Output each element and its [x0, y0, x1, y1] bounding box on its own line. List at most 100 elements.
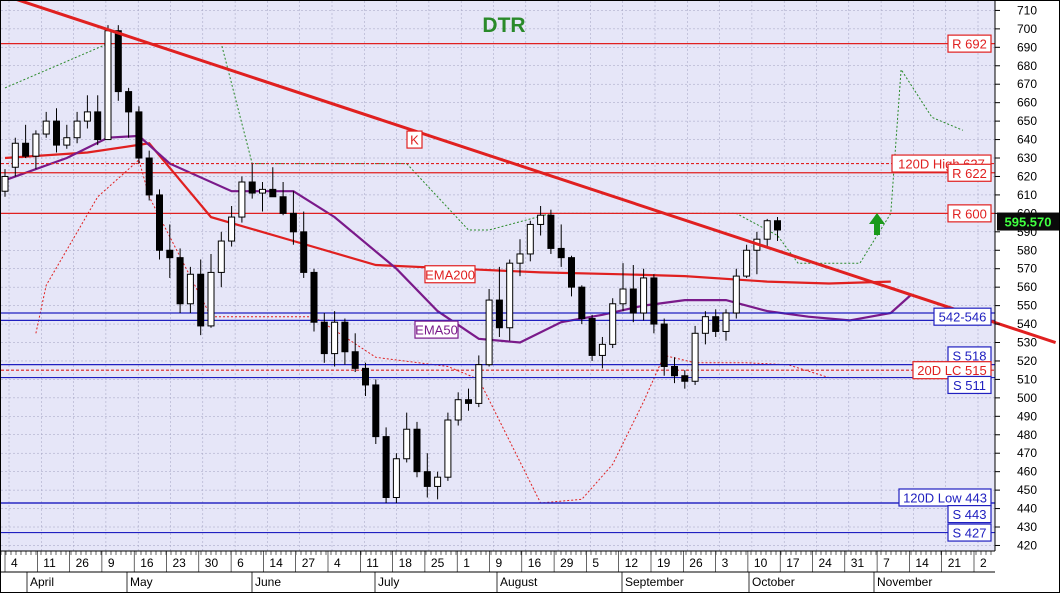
x-day-label: 4 [11, 556, 18, 570]
candle-body [73, 120, 81, 139]
x-day-label: 25 [431, 556, 445, 570]
x-day-label: 31 [851, 556, 865, 570]
x-day-label: 11 [366, 556, 379, 570]
channel-lines [4, 43, 964, 504]
y-tick-label: 640 [1017, 133, 1037, 147]
candle-body [495, 299, 503, 329]
x-day-label: 2 [980, 556, 987, 570]
y-tick-label: 660 [1017, 96, 1037, 110]
candle-body [475, 364, 483, 404]
candle-body [392, 458, 400, 498]
x-day-label: 1 [463, 556, 470, 570]
y-tick-label: 550 [1017, 299, 1037, 313]
x-month-label: July [378, 575, 399, 589]
plot-area [1, 1, 995, 551]
candle-body [135, 111, 143, 159]
x-day-label: 12 [625, 556, 639, 570]
x-day-label: 9 [108, 556, 115, 570]
candle-body [217, 240, 225, 273]
candle-body [156, 194, 163, 251]
y-tick-label: 520 [1017, 354, 1037, 368]
y-tick-label: 650 [1017, 114, 1037, 128]
y-tick-label: 460 [1017, 465, 1037, 479]
y-tick-label: 610 [1017, 188, 1037, 202]
y-tick-label: 450 [1017, 483, 1037, 497]
level-label: R 622 [952, 166, 987, 181]
candle-body [660, 323, 668, 368]
candle-body [279, 196, 287, 214]
candle-body [434, 476, 442, 487]
candle-body [598, 343, 606, 356]
x-month-label: June [255, 575, 281, 589]
candle-body [444, 419, 452, 478]
y-tick-label: 670 [1017, 77, 1037, 91]
candle-body [176, 257, 184, 305]
candle-body [320, 321, 328, 355]
candle-body [228, 216, 236, 242]
candle-body [516, 253, 524, 264]
level-label-box [947, 505, 992, 524]
candle-body [269, 188, 277, 198]
level-label-box [947, 34, 992, 53]
candle-body [506, 262, 514, 329]
y-tick-label: 510 [1017, 372, 1037, 386]
candle-body [691, 332, 699, 382]
y-tick-label: 530 [1017, 336, 1037, 350]
candle-body [681, 375, 689, 382]
x-month-label: September [625, 575, 684, 589]
x-day-label: 26 [76, 556, 90, 570]
y-tick-label: 570 [1017, 262, 1037, 276]
candle-body [248, 181, 256, 194]
y-tick-label: 490 [1017, 409, 1037, 423]
candle-body [609, 303, 617, 345]
candle-body [629, 288, 637, 314]
last-price-badge [997, 212, 1059, 231]
candle-body [413, 428, 421, 473]
x-day-label: 4 [334, 556, 341, 570]
level-label: S 443 [953, 507, 987, 522]
candle-body [22, 142, 30, 157]
candle-body [310, 271, 318, 323]
ema200-label: EMA200 [425, 267, 475, 282]
candle-body [63, 137, 71, 146]
candle-body [650, 277, 658, 325]
candle-body [259, 188, 266, 194]
candle-body [763, 220, 771, 240]
x-day-label: 7 [883, 556, 890, 570]
y-tick-label: 630 [1017, 151, 1037, 165]
candle-body [701, 316, 709, 334]
trendline [13, 0, 1057, 344]
candle-body [83, 111, 91, 122]
x-month-label: October [752, 575, 795, 589]
candle-body [42, 120, 50, 135]
x-day-label: 17 [786, 556, 800, 570]
x-day-label: 16 [528, 556, 542, 570]
x-day-label: 11 [43, 556, 56, 570]
candle-body [454, 399, 462, 421]
chart-title: DTR [482, 14, 525, 37]
level-label: S 427 [953, 526, 987, 541]
candle-body [238, 181, 246, 218]
level-label-box [947, 163, 992, 182]
level-label-box [947, 375, 992, 395]
candle-body [331, 321, 339, 355]
candle-body [166, 249, 174, 259]
y-tick-label: 560 [1017, 280, 1037, 294]
candle-body [197, 273, 205, 327]
level-label: R 600 [952, 206, 987, 221]
x-month-label: November [877, 575, 932, 589]
candle-body [526, 223, 534, 255]
candle-body [547, 214, 555, 249]
trendline-label-box [406, 130, 423, 149]
x-day-label: 3 [722, 556, 729, 570]
candle-body [362, 367, 369, 386]
candle-body [732, 275, 740, 314]
candle-body [382, 436, 390, 498]
candle-body [537, 214, 545, 225]
ema50-label: EMA50 [415, 323, 458, 338]
level-label: S 518 [953, 348, 987, 363]
candle-body [671, 366, 678, 377]
level-label: 20D LC 515 [917, 363, 986, 378]
level-label-box [947, 204, 992, 223]
